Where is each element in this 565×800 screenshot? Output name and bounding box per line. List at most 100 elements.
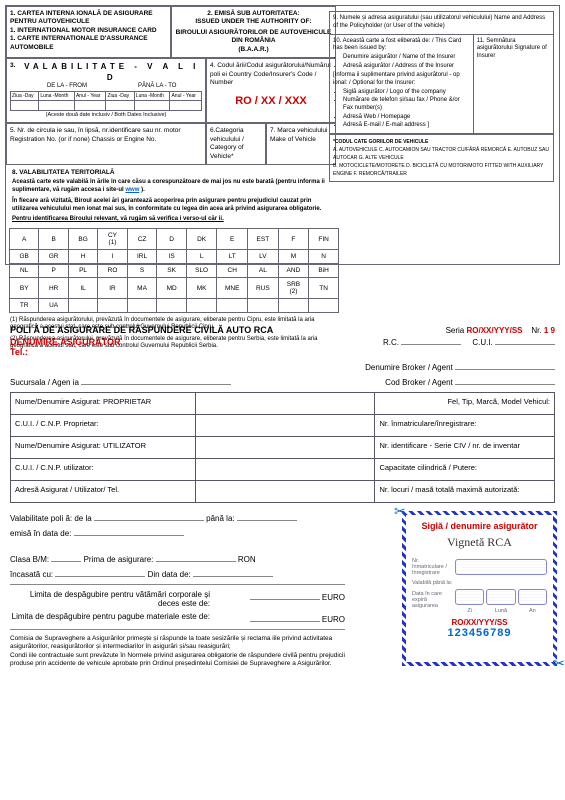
vig-title: Vignetă RCA <box>412 535 547 550</box>
country-cell: LT <box>217 250 248 264</box>
box4-label: 4. Codul ării/Codul asigurătorului/Număr… <box>210 62 332 87</box>
r5c1: Adresă Asigurat / Utilizator/ Tel. <box>11 481 196 503</box>
country-cell <box>278 299 309 313</box>
rc-label: R.C. <box>383 338 399 347</box>
terr-p2: În fiecare ară vizitată, Biroul acelei ă… <box>12 198 330 214</box>
countries-table: ABBGCY (1)CZDDKEESTFFINGBGRHIIRLISLLTLVM… <box>9 228 339 313</box>
from-label: DE LA - FROM <box>47 83 87 91</box>
box10-title: 10. Această carte a fost eliberată de: /… <box>333 38 470 54</box>
denum-asig: DENUMIRE ASIGURĂTOR <box>10 337 121 347</box>
country-cell: BY <box>10 278 39 299</box>
valab-label: Valabilitate poli ă: de la <box>10 514 92 523</box>
nr-label: Nr. <box>531 326 541 335</box>
country-cell: AND <box>278 264 309 278</box>
emisa-label: emisă în data de: <box>10 529 71 538</box>
box10-b4: Numărare de telefon și/sau fax / Phone &… <box>343 96 470 113</box>
country-cell <box>68 299 97 313</box>
country-cell: L <box>186 250 216 264</box>
to-label: PÂNĂ LA - TO <box>138 83 176 91</box>
box10-b3: Siglă asigurător / Logo of the company <box>343 88 470 96</box>
country-cell: DK <box>186 229 216 250</box>
country-cell: MD <box>157 278 187 299</box>
country-cell: SLO <box>186 264 216 278</box>
country-cell: F <box>278 229 309 250</box>
country-cell: TR <box>10 299 39 313</box>
terr-p3: Pentru identificarea Biroului relevant, … <box>12 216 330 224</box>
country-cell: LV <box>248 250 279 264</box>
country-cell: RO <box>98 264 127 278</box>
codes-body: A. AUTOVEHICULE C. AUTOCAMION SAU TRACTO… <box>333 146 550 178</box>
scissors-icon: ✂ <box>553 655 565 672</box>
box9: 9. Numele și adresa asiguratului (sau ut… <box>330 12 553 35</box>
scissors-icon: ✂ <box>394 503 406 520</box>
seria-label: Seria <box>446 326 465 335</box>
r1c2: Fel, Tip, Marcă, Model Vehicul: <box>375 393 555 415</box>
r2c2: Nr. înmatriculare/înregistrare: <box>375 415 555 437</box>
rca-data-table: Nume/Denumire Asigurat: PROPRIETARFel, T… <box>10 392 555 503</box>
vig-luna: Lună <box>486 608 515 614</box>
country-cell: H <box>68 250 97 264</box>
country-cell: CH <box>217 264 248 278</box>
tel-label: Tel.: <box>10 347 555 357</box>
country-cell <box>98 299 127 313</box>
rca-title: POLI Ă DE ASIGURARE DE RĂSPUNDERE CIVILĂ… <box>10 325 273 335</box>
country-cell: BG <box>68 229 97 250</box>
desp2-label: Limita de despăgubire pentru pagube mate… <box>10 612 210 624</box>
country-cell <box>127 299 157 313</box>
date-hdr: Luna -Month <box>134 91 170 101</box>
pana-label: până la: <box>206 514 234 523</box>
r4c1: C.U.I. / C.N.P. utilizator: <box>11 459 196 481</box>
r2c1: C.U.I. / C.N.P. Proprietar: <box>11 415 196 437</box>
vig-number: 123456789 <box>412 627 547 639</box>
country-cell: D <box>157 229 187 250</box>
vigneta-box: ✂ ✂ Siglă / denumire asigurător Vignetă … <box>402 511 557 666</box>
country-cell: IR <box>98 278 127 299</box>
country-cell: P <box>39 264 68 278</box>
terr-p1b: ). <box>141 187 145 193</box>
broker-label: Denumire Broker / Agent <box>365 363 453 372</box>
box6: 6.Categoria vehiculului / Category of Ve… <box>206 123 266 165</box>
country-cell: RUS <box>248 278 279 299</box>
country-code: RO / XX / XXX <box>210 94 332 108</box>
country-cell: MNE <box>217 278 248 299</box>
country-cell: B <box>39 229 68 250</box>
box10-b5: Adresă Web / Homepage <box>343 113 470 121</box>
country-cell: A <box>10 229 39 250</box>
disclaimer-text: Comisia de Supraveghere a Asigurărilor p… <box>10 635 345 669</box>
country-cell: IL <box>68 278 97 299</box>
codes-title: *CODUL CATE GORIILOR DE VEHICULE <box>333 138 550 146</box>
right-info-box: 9. Numele și adresa asiguratului (sau ut… <box>329 11 554 182</box>
box1-title: 1. CARTEA INTERNA IONALĂ DE ASIGURARE PE… <box>6 6 171 58</box>
country-cell: E <box>217 229 248 250</box>
box2-body: BIROULUI ASIGURĂTORILOR DE AUTOVEHICULE … <box>175 29 332 54</box>
codbroker-label: Cod Broker / Agent <box>385 378 453 387</box>
vig-an: An <box>518 608 547 614</box>
desp1-label: Limita de despăgubire pentru vătămări co… <box>10 590 210 608</box>
country-cell: EST <box>248 229 279 250</box>
country-cell <box>157 299 187 313</box>
box7: 7. Marca vehiculului Make of Vehicle <box>266 123 336 165</box>
vig-zi: Zi <box>455 608 484 614</box>
terr-p1a: Această carte este valabilă în ările în … <box>12 179 325 193</box>
country-cell <box>186 299 216 313</box>
valid-label: VALABILITATE - V A L I D <box>21 62 202 83</box>
r3c1: Nume/Denumire Asigurat: UTILIZATOR <box>11 437 196 459</box>
country-cell <box>248 299 279 313</box>
clasa-label: Clasa B/M: <box>10 555 49 564</box>
date-hdr: Ziua -Day <box>11 91 39 101</box>
nr-value: 1 9 <box>544 326 555 335</box>
r4c2: Capacitate cilindrică / Putere: <box>375 459 555 481</box>
incasata-label: încasată cu: <box>10 570 53 579</box>
country-cell: N <box>309 250 339 264</box>
vig-sigla: Siglă / denumire asigurător <box>412 521 547 531</box>
box3-num: 3. <box>10 62 15 91</box>
dates-note: (Aceste două date inclusiv / Both Dates … <box>10 112 202 119</box>
date-hdr: Luna -Month <box>39 91 75 101</box>
terr-link[interactable]: www <box>125 187 139 193</box>
country-cell: BiH <box>309 264 339 278</box>
seria-value: RO/XX/YYY/SS <box>466 326 522 335</box>
country-cell: I <box>98 250 127 264</box>
country-cell: GB <box>10 250 39 264</box>
country-cell: SRB (2) <box>278 278 309 299</box>
r3c2: Nr. identificare - Serie CIV / nr. de in… <box>375 437 555 459</box>
